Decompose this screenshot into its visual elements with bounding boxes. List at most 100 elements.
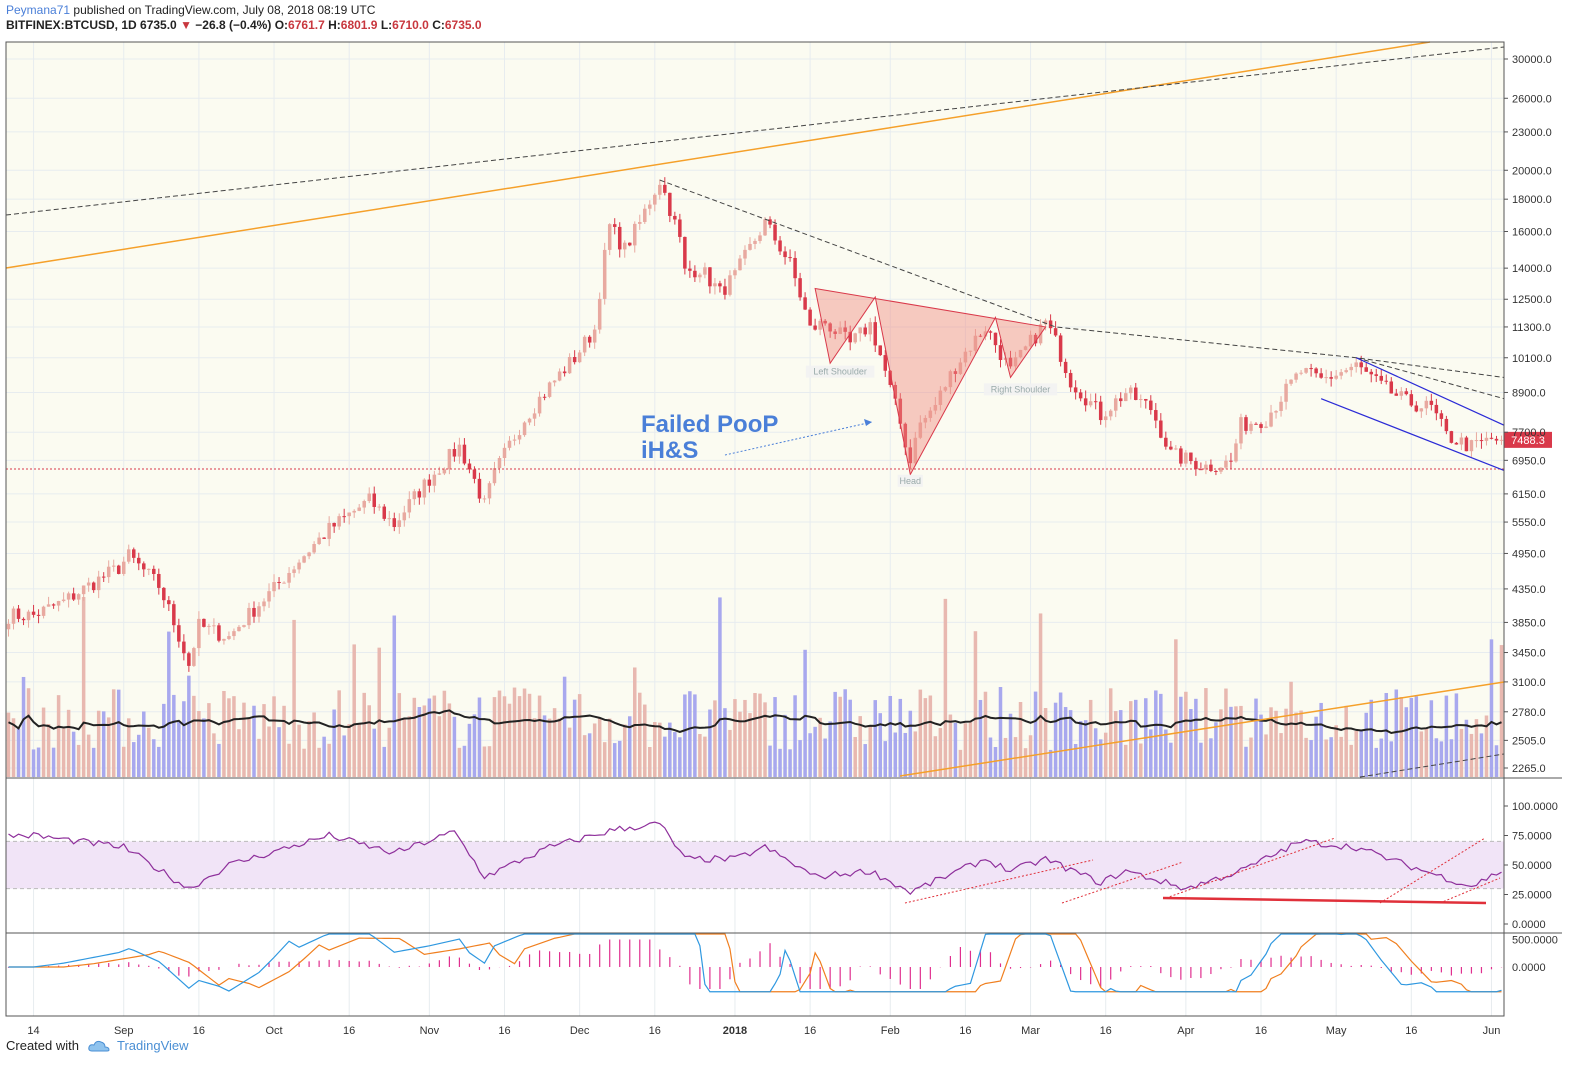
- candle-body: [698, 274, 702, 278]
- volume-bar: [1304, 737, 1308, 777]
- author-link[interactable]: Peymana71: [6, 3, 71, 17]
- candle-body: [86, 582, 91, 586]
- volume-bar: [913, 731, 918, 777]
- volume-bar: [1434, 738, 1439, 777]
- candle-body: [1489, 437, 1494, 439]
- candle-body: [1314, 368, 1318, 374]
- volume-bar: [377, 647, 382, 777]
- cloud-icon: [88, 1040, 110, 1051]
- candle-body: [1474, 440, 1479, 442]
- tradingview-link[interactable]: TradingView: [87, 1038, 189, 1053]
- price-tick-label: 3100.0: [1512, 677, 1546, 689]
- volume-bar: [21, 676, 26, 777]
- candle-body: [91, 582, 96, 591]
- volume-bar: [1324, 739, 1328, 777]
- candle-body: [232, 631, 236, 637]
- candle-body: [116, 565, 121, 574]
- volume-bar: [56, 695, 61, 777]
- candle-body: [167, 600, 171, 605]
- candle-body: [417, 491, 422, 498]
- date-tick-label: 16: [343, 1025, 355, 1037]
- volume-bar: [1379, 738, 1384, 777]
- volume-bar: [402, 717, 407, 777]
- candle-body: [572, 357, 577, 363]
- candle-body: [247, 607, 251, 626]
- candle-body: [337, 516, 341, 527]
- candle-body: [828, 323, 832, 332]
- candle-body: [547, 382, 552, 397]
- candle-body: [272, 582, 276, 592]
- volume-bar: [858, 716, 862, 777]
- volume-bar: [1399, 697, 1404, 777]
- footer: Created with TradingView: [6, 1038, 189, 1053]
- volume-bar: [1494, 745, 1499, 777]
- head-label-bg: [897, 474, 923, 487]
- volume-bar: [1118, 710, 1123, 777]
- candle-body: [1464, 437, 1469, 452]
- candle-body: [1043, 320, 1048, 325]
- volume-bar: [863, 744, 867, 777]
- candle-body: [207, 625, 211, 627]
- candle-body: [653, 194, 657, 205]
- volume-bar: [422, 705, 427, 777]
- price-tick-label: 26000.0: [1512, 93, 1552, 105]
- candle-body: [242, 625, 246, 627]
- candle-body: [367, 493, 371, 502]
- volume-bar: [668, 722, 672, 777]
- volume-bar: [1309, 740, 1313, 777]
- volume-bar: [838, 696, 842, 777]
- dashed-trendline-upper: [5, 46, 1505, 216]
- date-tick-label: 16: [804, 1025, 816, 1037]
- candle-body: [918, 422, 923, 438]
- candle-body: [96, 576, 101, 591]
- volume-bar: [162, 703, 166, 777]
- close-label: C:: [432, 18, 445, 32]
- channel-lower: [1320, 398, 1505, 471]
- volume-bar: [1459, 728, 1464, 777]
- candle-body: [1304, 368, 1308, 373]
- candle-body: [863, 327, 867, 335]
- macd-tick-label: 0.0000: [1512, 962, 1546, 974]
- volume-bar: [1344, 705, 1348, 777]
- candle-body: [202, 618, 206, 627]
- volume-bar: [1339, 736, 1343, 777]
- candle-body: [838, 327, 842, 334]
- candle-body: [718, 283, 722, 287]
- candle-body: [1279, 401, 1283, 411]
- annotation-arrow-head-icon: [864, 419, 872, 426]
- candle-body: [36, 614, 41, 616]
- candle-body: [1093, 401, 1098, 403]
- candle-body: [988, 331, 993, 333]
- candle-body: [1344, 370, 1348, 373]
- volume-bar: [1083, 720, 1088, 777]
- volume-bar: [382, 746, 387, 777]
- candle-body: [1149, 400, 1153, 411]
- candle-body: [1479, 440, 1484, 442]
- candle-body: [1309, 368, 1313, 370]
- volume-bar: [222, 690, 226, 777]
- volume-bar: [753, 693, 757, 777]
- candle-body: [602, 249, 607, 299]
- candle-body: [708, 267, 712, 287]
- volume-bar: [938, 728, 943, 777]
- candle-body: [522, 422, 527, 436]
- candle-body: [688, 268, 692, 271]
- candle-body: [66, 593, 71, 600]
- volume-bar: [988, 737, 993, 777]
- candle-body: [663, 184, 667, 193]
- candle-body: [452, 449, 457, 457]
- main-pane: [6, 42, 1504, 777]
- volume-bar: [1294, 712, 1298, 777]
- rsi-tick-label: 0.0000: [1512, 919, 1546, 931]
- volume-bar: [627, 716, 632, 777]
- candle-body: [137, 557, 141, 564]
- volume-bar: [557, 718, 562, 777]
- volume-bar: [693, 694, 697, 777]
- volume-bar: [247, 717, 251, 777]
- volume-bar: [933, 736, 938, 777]
- candle-body: [1494, 438, 1499, 441]
- candle-body: [1018, 349, 1023, 358]
- volume-bar: [1093, 728, 1098, 777]
- volume-bar: [106, 717, 111, 777]
